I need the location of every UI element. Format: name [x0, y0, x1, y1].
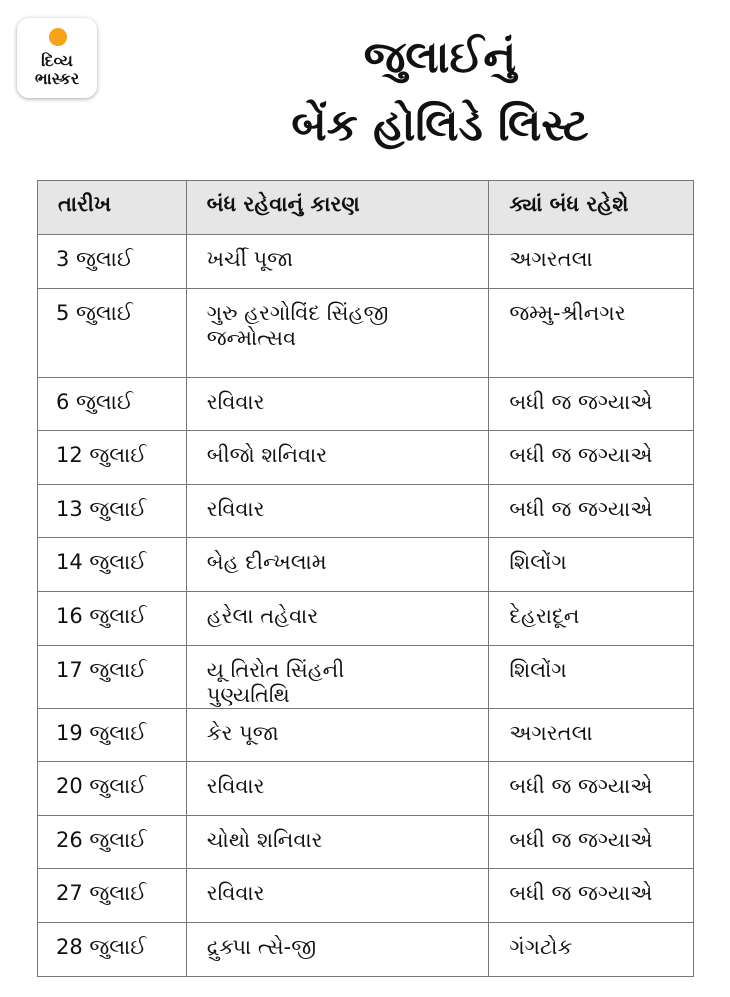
- cell-reason: રવિવાર: [185, 483, 490, 539]
- page-title-line2: બેંક હોલિડે લિસ્ટ: [291, 100, 589, 151]
- cell-reason: કેર પૂજા: [185, 707, 490, 763]
- cell-place: શિલોંગ: [488, 537, 694, 592]
- cell-reason: હરેલા તહેવાર: [185, 590, 490, 646]
- header-reason: બંધ રહેવાનું કારણ: [185, 180, 490, 235]
- cell-place: અગરતલા: [488, 707, 694, 763]
- cell-date: 5 જુલાઈ: [37, 287, 187, 378]
- table-row: 20 જુલાઈ રવિવાર બધી જ જગ્યાએ: [37, 761, 694, 816]
- cell-place: બધી જ જગ્યાએ: [488, 376, 694, 432]
- cell-place: દેહરાદૂન: [488, 590, 694, 646]
- cell-reason: રવિવાર: [185, 868, 490, 923]
- logo-line1: દિવ્ય: [41, 51, 73, 70]
- table-row: 14 જુલાઈ બેહ દીન્ખલામ શિલોંગ: [37, 537, 694, 592]
- cell-date: 3 જુલાઈ: [37, 234, 187, 289]
- cell-reason: રવિવાર: [185, 761, 490, 816]
- table-row: 13 જુલાઈ રવિવાર બધી જ જગ્યાએ: [37, 483, 694, 539]
- cell-date: 26 જુલાઈ: [37, 814, 187, 870]
- table-header-row: તારીખ બંધ રહેવાનું કારણ ક્યાં બંધ રહેશે: [37, 180, 694, 235]
- page-title-line1: જુલાઈનું: [363, 32, 517, 83]
- cell-date: 14 જુલાઈ: [37, 537, 187, 592]
- cell-place: ગંગટોક: [488, 921, 694, 977]
- holiday-table: તારીખ બંધ રહેવાનું કારણ ક્યાં બંધ રહેશે …: [37, 180, 694, 977]
- cell-reason: ગુરુ હરગોવિંદ સિંહજી જન્મોત્સવ: [185, 287, 490, 378]
- cell-date: 27 જુલાઈ: [37, 868, 187, 923]
- cell-reason: દ્રુક્પા ત્સે-જી: [185, 921, 490, 977]
- header-date: તારીખ: [37, 180, 187, 235]
- table-row: 5 જુલાઈ ગુરુ હરગોવિંદ સિંહજી જન્મોત્સવ જમ્…: [37, 287, 694, 378]
- cell-reason: બીજો શનિવાર: [185, 430, 490, 485]
- cell-place: બધી જ જગ્યાએ: [488, 430, 694, 485]
- table-row: 12 જુલાઈ બીજો શનિવાર બધી જ જગ્યાએ: [37, 430, 694, 485]
- table-row: 27 જુલાઈ રવિવાર બધી જ જગ્યાએ: [37, 868, 694, 923]
- cell-place: બધી જ જગ્યાએ: [488, 761, 694, 816]
- cell-date: 20 જુલાઈ: [37, 761, 187, 816]
- cell-date: 13 જુલાઈ: [37, 483, 187, 539]
- cell-place: શિલોંગ: [488, 644, 694, 709]
- cell-reason: રવિવાર: [185, 376, 490, 432]
- cell-date: 12 જુલાઈ: [37, 430, 187, 485]
- cell-reason: યૂ તિરોત સિંહની પુણ્યતિથિ: [185, 644, 490, 709]
- table-row: 28 જુલાઈ દ્રુક્પા ત્સે-જી ગંગટોક: [37, 921, 694, 977]
- logo-line2: ભાસ્કર: [34, 69, 80, 88]
- table-row: 19 જુલાઈ કેર પૂજા અગરતલા: [37, 707, 694, 763]
- cell-date: 16 જુલાઈ: [37, 590, 187, 646]
- cell-reason: બેહ દીન્ખલામ: [185, 537, 490, 592]
- cell-place: બધી જ જગ્યાએ: [488, 483, 694, 539]
- cell-date: 19 જુલાઈ: [37, 707, 187, 763]
- cell-reason: ચોથો શનિવાર: [185, 814, 490, 870]
- brand-logo: દિવ્ય ભાસ્કર: [17, 18, 97, 98]
- table-row: 26 જુલાઈ ચોથો શનિવાર બધી જ જગ્યાએ: [37, 814, 694, 870]
- cell-place: બધી જ જગ્યાએ: [488, 814, 694, 870]
- table-row: 16 જુલાઈ હરેલા તહેવાર દેહરાદૂન: [37, 590, 694, 646]
- cell-reason: ખર્ચી પૂજા: [185, 234, 490, 289]
- cell-place: અગરતલા: [488, 234, 694, 289]
- header-place: ક્યાં બંધ રહેશે: [488, 180, 694, 235]
- cell-date: 28 જુલાઈ: [37, 921, 187, 977]
- table-row: 3 જુલાઈ ખર્ચી પૂજા અગરતલા: [37, 234, 694, 289]
- cell-place: જમ્મુ-શ્રીનગર: [488, 287, 694, 378]
- table-row: 6 જુલાઈ રવિવાર બધી જ જગ્યાએ: [37, 376, 694, 432]
- cell-date: 17 જુલાઈ: [37, 644, 187, 709]
- sun-icon: [49, 28, 67, 46]
- cell-place: બધી જ જગ્યાએ: [488, 868, 694, 923]
- table-row: 17 જુલાઈ યૂ તિરોત સિંહની પુણ્યતિથિ શિલોંગ: [37, 644, 694, 709]
- cell-date: 6 જુલાઈ: [37, 376, 187, 432]
